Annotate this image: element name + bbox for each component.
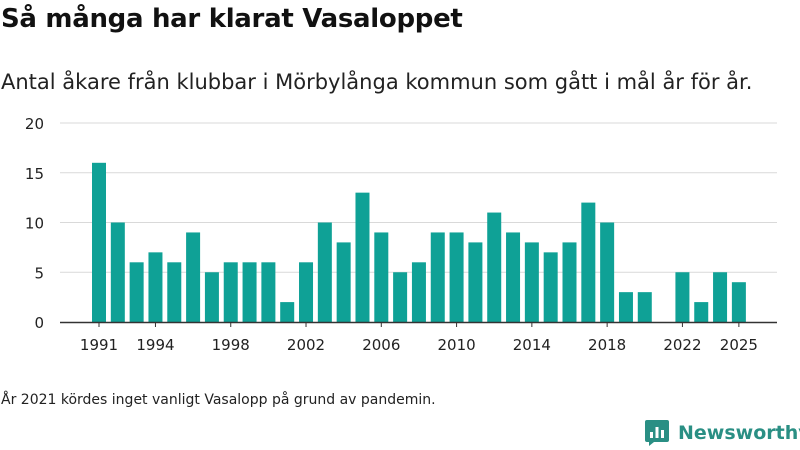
bar-2007	[393, 272, 408, 322]
y-tick-label: 5	[34, 264, 44, 282]
x-tick-label: 2002	[287, 336, 325, 354]
x-tick-label: 1991	[80, 336, 118, 354]
bar-chart: 0 5 10 15 20 1991 1994 1998 2002 2006 2010 2014 2018…	[25, 115, 777, 354]
bar-2018	[600, 222, 615, 322]
x-tick-label: 1998	[212, 336, 250, 354]
bar-2000	[261, 262, 276, 322]
bar-2023	[694, 302, 709, 322]
bar-2010	[449, 232, 464, 322]
bar-2008	[411, 262, 426, 322]
bar-2016	[562, 242, 577, 322]
footnote: År 2021 kördes inget vanligt Vasalopp på…	[1, 392, 436, 408]
bar-2001	[280, 302, 295, 322]
bar-2011	[468, 242, 483, 322]
bar-2005	[355, 192, 370, 322]
bar-2004	[336, 242, 351, 322]
x-tick-label: 2022	[663, 336, 701, 354]
brand-name: Newsworthy	[678, 422, 800, 444]
x-tick-label: 2014	[513, 336, 551, 354]
y-tick-label: 15	[25, 165, 44, 183]
y-tick-label: 20	[25, 115, 44, 133]
bar-2006	[374, 232, 389, 322]
bar-1992	[110, 222, 125, 322]
bar-2024	[713, 272, 728, 322]
bar-2002	[299, 262, 314, 322]
bar-2012	[487, 212, 502, 322]
bar-2017	[581, 202, 596, 322]
bar-2019	[618, 292, 633, 322]
x-tick-label: 2025	[720, 336, 758, 354]
bar-2015	[543, 252, 558, 322]
bar-2013	[506, 232, 521, 322]
y-tick-label: 0	[34, 314, 44, 332]
bar-1998	[223, 262, 238, 322]
bar-1997	[204, 272, 219, 322]
bar-2014	[524, 242, 539, 322]
bar-1994	[148, 252, 163, 322]
bar-2020	[637, 292, 652, 322]
bar-2025	[731, 282, 746, 322]
newsworthy-logo-icon	[645, 420, 669, 446]
bar-1995	[167, 262, 182, 322]
bar-1993	[129, 262, 144, 322]
bar-1991	[92, 162, 106, 322]
chart-subtitle: Antal åkare från klubbar i Mörbylånga ko…	[1, 70, 753, 94]
bar-1999	[242, 262, 257, 322]
x-tick-label: 2010	[437, 336, 475, 354]
y-tick-label: 10	[25, 215, 44, 233]
chart-title: Så många har klarat Vasaloppet	[1, 4, 463, 34]
bar-1996	[186, 232, 201, 322]
x-tick-label: 2018	[588, 336, 626, 354]
bar-2009	[430, 232, 445, 322]
bar-2003	[317, 222, 332, 322]
brand-logo: Newsworthy	[644, 419, 800, 447]
bar-2022	[675, 272, 690, 322]
x-tick-label: 2006	[362, 336, 400, 354]
x-tick-label: 1994	[136, 336, 174, 354]
